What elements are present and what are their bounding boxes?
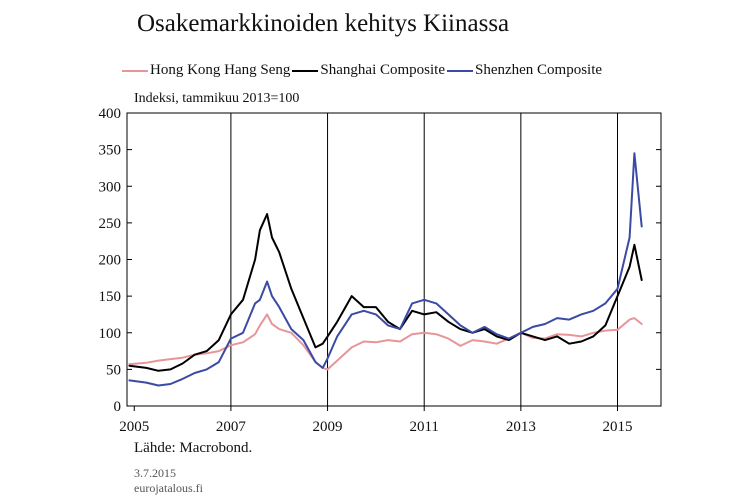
y-tick-label-150: 150	[99, 289, 122, 305]
legend-label-hang-seng: Hong Kong Hang Seng	[150, 62, 291, 78]
x-tick-label-2013: 2013	[506, 419, 536, 435]
y-tick-label-50: 50	[106, 362, 121, 378]
legend-item-shanghai: Shanghai Composite	[292, 62, 445, 79]
legend-item-hang-seng: Hong Kong Hang Seng	[122, 62, 290, 79]
x-tick-label-2015: 2015	[603, 419, 633, 435]
chart-title: Osakemarkkinoiden kehitys Kiinassa	[137, 10, 510, 37]
y-tick-label-350: 350	[99, 143, 122, 159]
legend: Hong Kong Hang Seng Shanghai Composite S…	[122, 62, 604, 79]
y-tick-label-300: 300	[99, 179, 122, 195]
y-tick-label-400: 400	[99, 106, 122, 122]
legend-label-shenzhen: Shenzhen Composite	[474, 62, 603, 78]
y-tick-label-0: 0	[114, 399, 122, 415]
y-axis-ticks: 0 50 100 150 200 250 300 350 400	[99, 106, 661, 415]
grid-lines	[230, 113, 619, 406]
series-lines	[128, 152, 643, 387]
legend-label-shanghai: Shanghai Composite	[320, 62, 445, 78]
legend-item-shenzhen: Shenzhen Composite	[446, 62, 603, 79]
y-tick-label-200: 200	[99, 253, 122, 269]
x-axis-ticks: 2005 2007 2009 2011 2013 2015	[119, 406, 633, 435]
x-tick-label-2011: 2011	[409, 419, 438, 435]
x-tick-label-2009: 2009	[313, 419, 343, 435]
site-credit: eurojatalous.fi	[134, 481, 203, 495]
series-line-shenzhen-composite	[128, 152, 643, 387]
publish-date: 3.7.2015	[134, 466, 176, 480]
y-tick-label-100: 100	[99, 326, 122, 342]
x-tick-label-2007: 2007	[216, 419, 247, 435]
legend-swatch-hang-seng	[122, 69, 148, 72]
legend-swatch-shanghai	[292, 69, 319, 72]
x-tick-label-2005: 2005	[119, 419, 149, 435]
plot-area	[126, 112, 662, 407]
legend-swatch-shenzhen	[446, 69, 473, 72]
y-axis-units-label: Indeksi, tammikuu 2013=100	[134, 91, 300, 106]
series-line-shanghai-composite	[128, 213, 643, 372]
source-note: Lähde: Macrobond.	[134, 440, 253, 456]
y-tick-label-250: 250	[99, 216, 122, 232]
